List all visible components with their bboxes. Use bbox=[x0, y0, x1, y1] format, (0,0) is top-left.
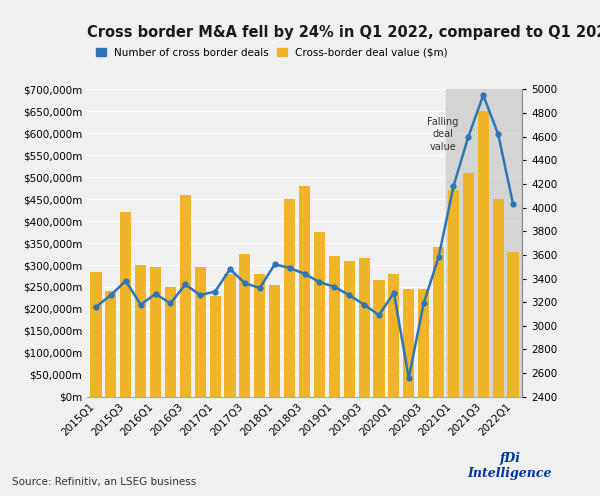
Bar bbox=[105, 291, 116, 397]
Bar bbox=[373, 280, 385, 397]
Bar bbox=[448, 190, 459, 397]
Bar bbox=[359, 258, 370, 397]
Bar bbox=[299, 186, 310, 397]
Bar bbox=[433, 248, 444, 397]
Bar bbox=[478, 111, 489, 397]
Legend: Number of cross border deals, Cross-border deal value ($m): Number of cross border deals, Cross-bord… bbox=[92, 44, 452, 62]
Bar bbox=[403, 289, 415, 397]
Bar bbox=[314, 232, 325, 397]
Text: Falling
deal
value: Falling deal value bbox=[427, 117, 459, 152]
Bar bbox=[224, 274, 236, 397]
Bar bbox=[120, 212, 131, 397]
Bar bbox=[446, 89, 521, 397]
Bar bbox=[284, 199, 295, 397]
Text: Cross border M&A fell by 24% in Q1 2022, compared to Q1 2021: Cross border M&A fell by 24% in Q1 2022,… bbox=[87, 24, 600, 40]
Bar bbox=[388, 274, 400, 397]
Bar bbox=[239, 254, 250, 397]
Bar bbox=[150, 267, 161, 397]
Text: fDi
Intelligence: fDi Intelligence bbox=[468, 452, 552, 480]
Bar bbox=[508, 252, 518, 397]
Bar bbox=[254, 274, 265, 397]
Bar bbox=[493, 199, 504, 397]
Bar bbox=[344, 260, 355, 397]
Text: Source: Refinitiv, an LSEG business: Source: Refinitiv, an LSEG business bbox=[12, 477, 196, 487]
Bar bbox=[165, 287, 176, 397]
Bar bbox=[194, 267, 206, 397]
Bar bbox=[180, 195, 191, 397]
Bar bbox=[463, 173, 474, 397]
Bar bbox=[329, 256, 340, 397]
Bar bbox=[269, 285, 280, 397]
Bar bbox=[91, 272, 101, 397]
Bar bbox=[418, 289, 429, 397]
Bar bbox=[209, 296, 221, 397]
Bar bbox=[135, 265, 146, 397]
